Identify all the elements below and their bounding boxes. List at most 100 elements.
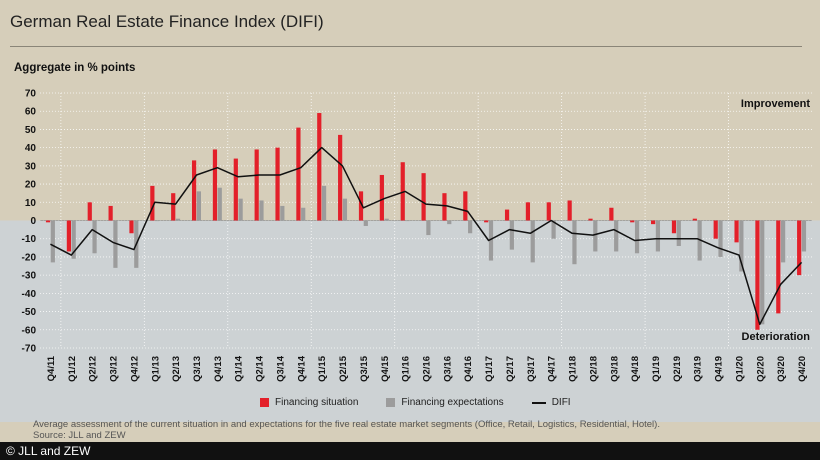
- y-tick-label: 70: [25, 89, 37, 100]
- legend-label-situation: Financing situation: [275, 397, 359, 408]
- bar-expectations: [196, 191, 201, 221]
- x-tick-label: Q3/17: [526, 356, 537, 382]
- bar-expectations: [488, 220, 494, 261]
- bar-situation: [108, 205, 113, 221]
- bar-situation: [66, 220, 71, 252]
- x-tick-label: Q3/13: [192, 356, 203, 382]
- y-tick-label: -60: [22, 325, 37, 336]
- x-tick-label: Q2/20: [755, 356, 766, 382]
- y-tick-label: 60: [25, 107, 37, 118]
- bar-situation: [233, 158, 238, 221]
- x-tick-label: Q1/16: [401, 356, 412, 382]
- bar-situation: [254, 149, 259, 221]
- y-tick-label: -10: [22, 234, 37, 245]
- footnote: Average assessment of the current situat…: [33, 419, 660, 441]
- bar-expectations: [634, 220, 640, 254]
- bar-expectations: [384, 218, 389, 221]
- bar-expectations: [676, 220, 681, 246]
- x-tick-label: Q3/20: [776, 356, 787, 382]
- legend-label-difi: DIFI: [551, 397, 571, 408]
- x-tick-label: Q2/18: [588, 356, 599, 382]
- bar-expectations: [760, 220, 765, 325]
- bar-expectations: [655, 220, 661, 252]
- copyright-bar: © JLL and ZEW: [0, 442, 820, 460]
- bar-expectations: [301, 207, 306, 221]
- x-tick-label: Q3/15: [359, 355, 370, 382]
- bar-situation: [651, 220, 656, 225]
- bar-situation: [776, 220, 781, 314]
- x-tick-label: Q4/13: [213, 356, 224, 382]
- bar-expectations: [50, 220, 55, 263]
- bar-expectations: [71, 220, 76, 259]
- legend-swatch-expectations: [386, 398, 396, 407]
- negative-area-bg: [0, 220, 820, 422]
- y-tick-label: 20: [25, 180, 37, 191]
- y-axis-label: Aggregate in % points: [14, 62, 136, 74]
- y-tick-label: 10: [25, 198, 37, 209]
- x-tick-label: Q4/19: [714, 356, 725, 382]
- title-divider: [10, 46, 802, 47]
- bar-situation: [275, 147, 280, 221]
- bar-situation: [129, 220, 134, 234]
- bar-situation: [546, 202, 551, 221]
- bar-expectations: [468, 220, 473, 234]
- x-tick-label: Q3/16: [442, 356, 453, 382]
- x-tick-label: Q3/14: [275, 355, 286, 382]
- bar-situation: [504, 209, 510, 221]
- x-tick-label: Q4/11: [46, 355, 57, 381]
- x-tick-label: Q3/12: [109, 356, 120, 382]
- bar-situation: [212, 149, 218, 221]
- bar-situation: [588, 218, 593, 221]
- bar-situation: [45, 220, 51, 223]
- x-tick-label: Q3/19: [693, 356, 704, 382]
- bar-situation: [400, 162, 405, 221]
- x-tick-label: Q2/12: [88, 356, 99, 382]
- chart-legend: Financing situation Financing expectatio…: [260, 397, 599, 408]
- bar-expectations: [739, 220, 744, 272]
- bar-situation: [358, 191, 364, 221]
- x-tick-label: Q1/18: [568, 356, 579, 382]
- difi-chart: 70 60 50 40 30 20 10 0 -10 -20 -30 -40 -50 -60 -70 Q4/1…: [0, 89, 820, 422]
- bar-situation: [525, 202, 531, 221]
- bar-expectations: [92, 220, 97, 254]
- bar-situation: [713, 220, 718, 239]
- bar-situation: [87, 202, 92, 221]
- x-tick-label: Q4/17: [547, 356, 558, 382]
- bar-expectations: [572, 220, 577, 265]
- bar-expectations: [363, 220, 368, 226]
- legend-swatch-difi: [531, 401, 546, 404]
- y-tick-label: -20: [22, 252, 37, 263]
- bar-expectations: [280, 205, 285, 221]
- bar-situation: [150, 185, 155, 221]
- x-tick-label: Q1/15: [317, 355, 328, 382]
- y-tick-label: 0: [30, 216, 36, 227]
- bar-situation: [671, 220, 677, 234]
- footnote-source: Source: JLL and ZEW: [33, 430, 126, 441]
- bar-situation: [609, 207, 614, 221]
- bar-expectations: [530, 220, 535, 263]
- legend-label-expectations: Financing expectations: [401, 397, 504, 408]
- x-tick-label: Q4/12: [129, 356, 140, 382]
- legend-item-situation: Financing situation: [260, 397, 358, 408]
- y-tick-label: 30: [25, 161, 37, 172]
- bar-expectations: [405, 220, 410, 222]
- annotation-improvement: Improvement: [741, 98, 810, 110]
- legend-item-expectations: Financing expectations: [386, 397, 504, 408]
- bar-expectations: [259, 200, 264, 221]
- bar-expectations: [155, 220, 160, 222]
- bar-expectations: [781, 220, 786, 263]
- annotation-deterioration: Deterioration: [742, 331, 811, 343]
- x-tick-label: Q4/20: [797, 356, 808, 382]
- bar-expectations: [217, 187, 222, 221]
- footnote-description: Average assessment of the current situat…: [33, 419, 660, 430]
- bar-situation: [755, 220, 760, 330]
- x-tick-label: Q2/17: [505, 356, 516, 382]
- x-tick-label: Q4/14: [296, 355, 307, 382]
- bar-expectations: [175, 218, 181, 221]
- bar-expectations: [801, 220, 807, 252]
- bar-expectations: [447, 220, 452, 225]
- bar-situation: [797, 220, 802, 276]
- bar-expectations: [238, 198, 243, 221]
- y-tick-label: 50: [25, 125, 37, 136]
- bar-expectations: [321, 185, 327, 221]
